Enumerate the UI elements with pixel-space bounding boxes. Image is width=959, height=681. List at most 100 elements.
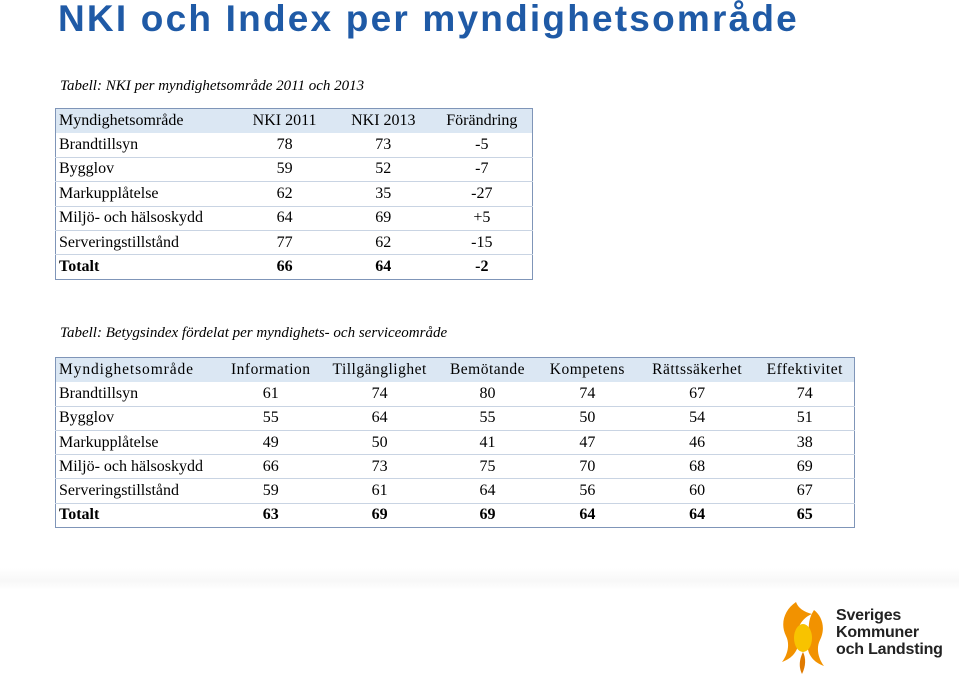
table-cell: 64: [276, 209, 293, 227]
table-cell: 35: [375, 184, 392, 202]
table-cell: 74: [371, 384, 388, 402]
table-row: Bygglov 59 52 -7: [55, 157, 533, 182]
table-row: Brandtillsyn 61 74 80 74 67 74: [55, 382, 855, 407]
table-cell: 55: [262, 409, 279, 427]
row-label: Brandtillsyn: [59, 384, 139, 402]
table-cell: 62: [276, 184, 293, 202]
row-label: Miljö- och hälsoskydd: [59, 457, 203, 475]
row-label: Bygglov: [59, 160, 115, 178]
table-cell: 75: [479, 457, 496, 475]
table-row: Miljö- och hälsoskydd 64 69 +5: [55, 206, 533, 231]
table-cell: 80: [479, 384, 496, 402]
table-cell: 50: [579, 409, 596, 427]
table-total-row: Totalt 63 69 69 64 64 65: [56, 503, 855, 527]
table-cell: 63: [262, 506, 279, 524]
table-cell: 78: [276, 135, 293, 153]
column-header: Information: [231, 360, 311, 378]
table-cell: -27: [471, 184, 493, 202]
row-label: Brandtillsyn: [59, 135, 139, 153]
table-cell: 69: [796, 457, 813, 475]
table-cell: -15: [471, 233, 493, 251]
table-cell: 56: [579, 482, 596, 500]
table-cell: 65: [796, 506, 813, 524]
logo-line: Kommuner: [836, 624, 919, 641]
table1-caption: Tabell: NKI per myndighetsområde 2011 oc…: [60, 78, 365, 94]
table-cell: 66: [276, 258, 293, 276]
table-row: Serveringstillstånd 77 62 -15: [55, 230, 533, 255]
table-cell: -7: [475, 160, 489, 178]
table-cell: 64: [371, 409, 388, 427]
table-cell: 74: [579, 384, 596, 402]
table2-caption: Tabell: Betygsindex fördelat per myndigh…: [60, 325, 448, 341]
table-cell: 73: [371, 457, 388, 475]
table-cell: +5: [473, 209, 491, 227]
table-header-row: Myndighetsområde Information Tillgänglig…: [55, 357, 855, 382]
table-row: Serveringstillstånd 59 61 64 56 60 67: [55, 479, 855, 504]
table-cell: 62: [375, 233, 392, 251]
column-header: Rättssäkerhet: [652, 360, 743, 378]
table-cell: 64: [579, 506, 596, 524]
row-label: Serveringstillstånd: [59, 233, 179, 251]
column-header: Tillgänglighet: [332, 360, 427, 378]
table-cell: 64: [479, 482, 496, 500]
table-cell: 46: [689, 433, 706, 451]
page-title: NKI och Index per myndighetsområde: [58, 0, 799, 39]
row-label: Totalt: [59, 506, 100, 524]
table-row: Brandtillsyn 78 73 -5: [55, 133, 533, 158]
column-header: Förändring: [446, 111, 518, 129]
footer-band: [0, 568, 959, 590]
table-cell: 41: [479, 433, 496, 451]
table-row: Markupplåtelse 49 50 41 47 46 38: [55, 430, 855, 455]
column-header: Bemötande: [449, 360, 526, 378]
column-header: NKI 2013: [351, 111, 416, 129]
skl-emblem-icon: [782, 602, 824, 674]
table-cell: 67: [689, 384, 706, 402]
logo-line: och Landsting: [836, 641, 943, 658]
row-label: Miljö- och hälsoskydd: [59, 209, 203, 227]
table-cell: 60: [689, 482, 706, 500]
skl-logo: Sveriges Kommuner och Landsting: [776, 600, 946, 676]
table-row: Markupplåtelse 62 35 -27: [55, 182, 533, 207]
betygsindex-table: Myndighetsområde Information Tillgänglig…: [55, 357, 855, 529]
table-row: Miljö- och hälsoskydd 66 73 75 70 68 69: [55, 455, 855, 479]
table-cell: 59: [276, 160, 293, 178]
table-cell: 61: [371, 482, 388, 500]
row-label: Markupplåtelse: [59, 433, 159, 451]
table-cell: 51: [796, 409, 813, 427]
column-header: Kompetens: [549, 360, 625, 378]
column-header: NKI 2011: [252, 111, 317, 129]
table-cell: -2: [475, 258, 489, 276]
table-cell: 38: [796, 433, 813, 451]
nki-table: Myndighetsområde NKI 2011 NKI 2013 Förän…: [55, 108, 533, 280]
row-label: Totalt: [59, 258, 100, 276]
table-cell: 66: [262, 457, 279, 475]
table-header-row: Myndighetsområde NKI 2011 NKI 2013 Förän…: [55, 108, 533, 133]
table-cell: 50: [371, 433, 388, 451]
logo-line: Sveriges: [836, 607, 902, 624]
column-header: Myndighetsområde: [59, 360, 194, 378]
table-cell: 73: [375, 135, 392, 153]
column-header: Effektivitet: [766, 360, 843, 378]
table-cell: 55: [479, 409, 496, 427]
table-cell: 77: [276, 233, 293, 251]
table-cell: 69: [375, 209, 392, 227]
table-cell: 52: [375, 160, 392, 178]
row-label: Bygglov: [59, 409, 115, 427]
table-cell: 64: [375, 258, 392, 276]
table-cell: 68: [689, 457, 706, 475]
table-cell: 70: [579, 457, 596, 475]
table-cell: 67: [796, 482, 813, 500]
table-cell: 69: [371, 506, 388, 524]
row-label: Serveringstillstånd: [59, 482, 179, 500]
table-cell: 69: [479, 506, 496, 524]
table-cell: 74: [796, 384, 813, 402]
column-header: Myndighetsområde: [59, 111, 184, 129]
table-cell: 59: [262, 482, 279, 500]
table-total-row: Totalt 66 64 -2: [56, 255, 533, 279]
table-cell: 54: [689, 409, 706, 427]
table-cell: 47: [579, 433, 596, 451]
skl-logo-text: Sveriges Kommuner och Landsting: [836, 607, 943, 658]
table-cell: 64: [689, 506, 706, 524]
table-cell: 61: [262, 384, 279, 402]
table-cell: 49: [262, 433, 279, 451]
